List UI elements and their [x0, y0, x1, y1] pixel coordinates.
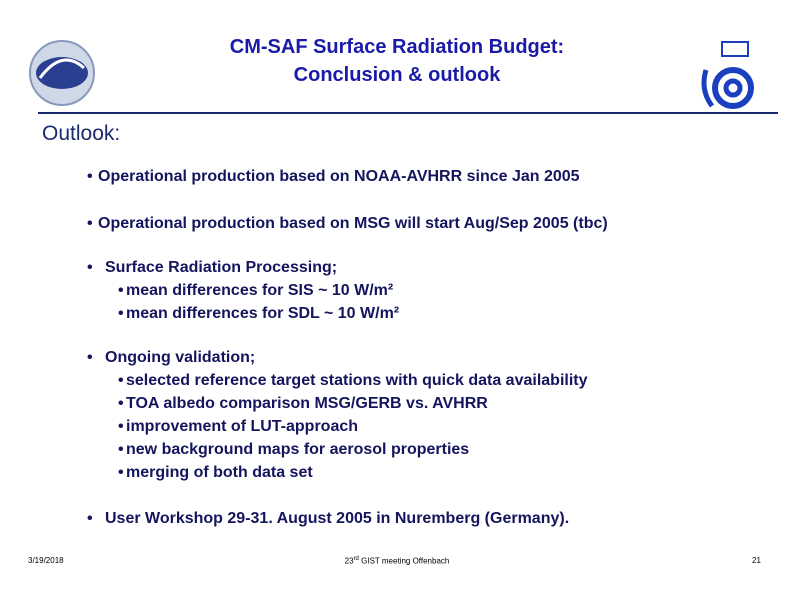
- sub-bullet: selected reference target stations with …: [98, 369, 588, 392]
- bullet-item: Operational production based on NOAA-AVH…: [98, 165, 580, 188]
- dwd-logo: [701, 41, 754, 109]
- sub-bullet: TOA albedo comparison MSG/GERB vs. AVHRR: [98, 392, 588, 415]
- bullet-text: User Workshop 29-31. August 2005 in Nure…: [98, 507, 569, 530]
- sub-bullet: improvement of LUT-approach: [98, 415, 588, 438]
- footer-date: 3/19/2018: [28, 556, 64, 565]
- sub-bullet: new background maps for aerosol properti…: [98, 438, 588, 461]
- rule: [38, 112, 778, 114]
- event-number: 23: [344, 556, 354, 566]
- bullet-item: User Workshop 29-31. August 2005 in Nure…: [98, 507, 569, 530]
- event-suffix: rd: [353, 556, 359, 562]
- title-line: CM-SAF Surface Radiation Budget:: [229, 36, 565, 58]
- page-number: 21: [752, 556, 761, 565]
- saf-logo: [29, 40, 95, 106]
- sub-bullet: mean differences for SIS ~ 10 W/m²: [98, 279, 399, 302]
- bullet-item: Ongoing validation;selected reference ta…: [98, 346, 588, 484]
- bullet-item: Surface Radiation Processing;mean differ…: [98, 256, 399, 325]
- sub-bullet: mean differences for SDL ~ 10 W/m²: [98, 302, 399, 325]
- footer-event: 23rd GIST meeting Offenbach: [0, 556, 794, 566]
- heading: Outlook:: [42, 122, 121, 145]
- bullet-text: Surface Radiation Processing;: [98, 256, 399, 279]
- bullet-text: Ongoing validation;: [98, 346, 588, 369]
- bullet-text: Operational production based on MSG will…: [98, 212, 608, 235]
- sub-bullet: merging of both data set: [98, 461, 588, 484]
- bullet-item: Operational production based on MSG will…: [98, 212, 608, 235]
- title-line: Conclusion & outlook: [293, 64, 501, 86]
- event-text: GIST meeting Offenbach: [361, 556, 450, 566]
- bullet-text: Operational production based on NOAA-AVH…: [98, 165, 580, 188]
